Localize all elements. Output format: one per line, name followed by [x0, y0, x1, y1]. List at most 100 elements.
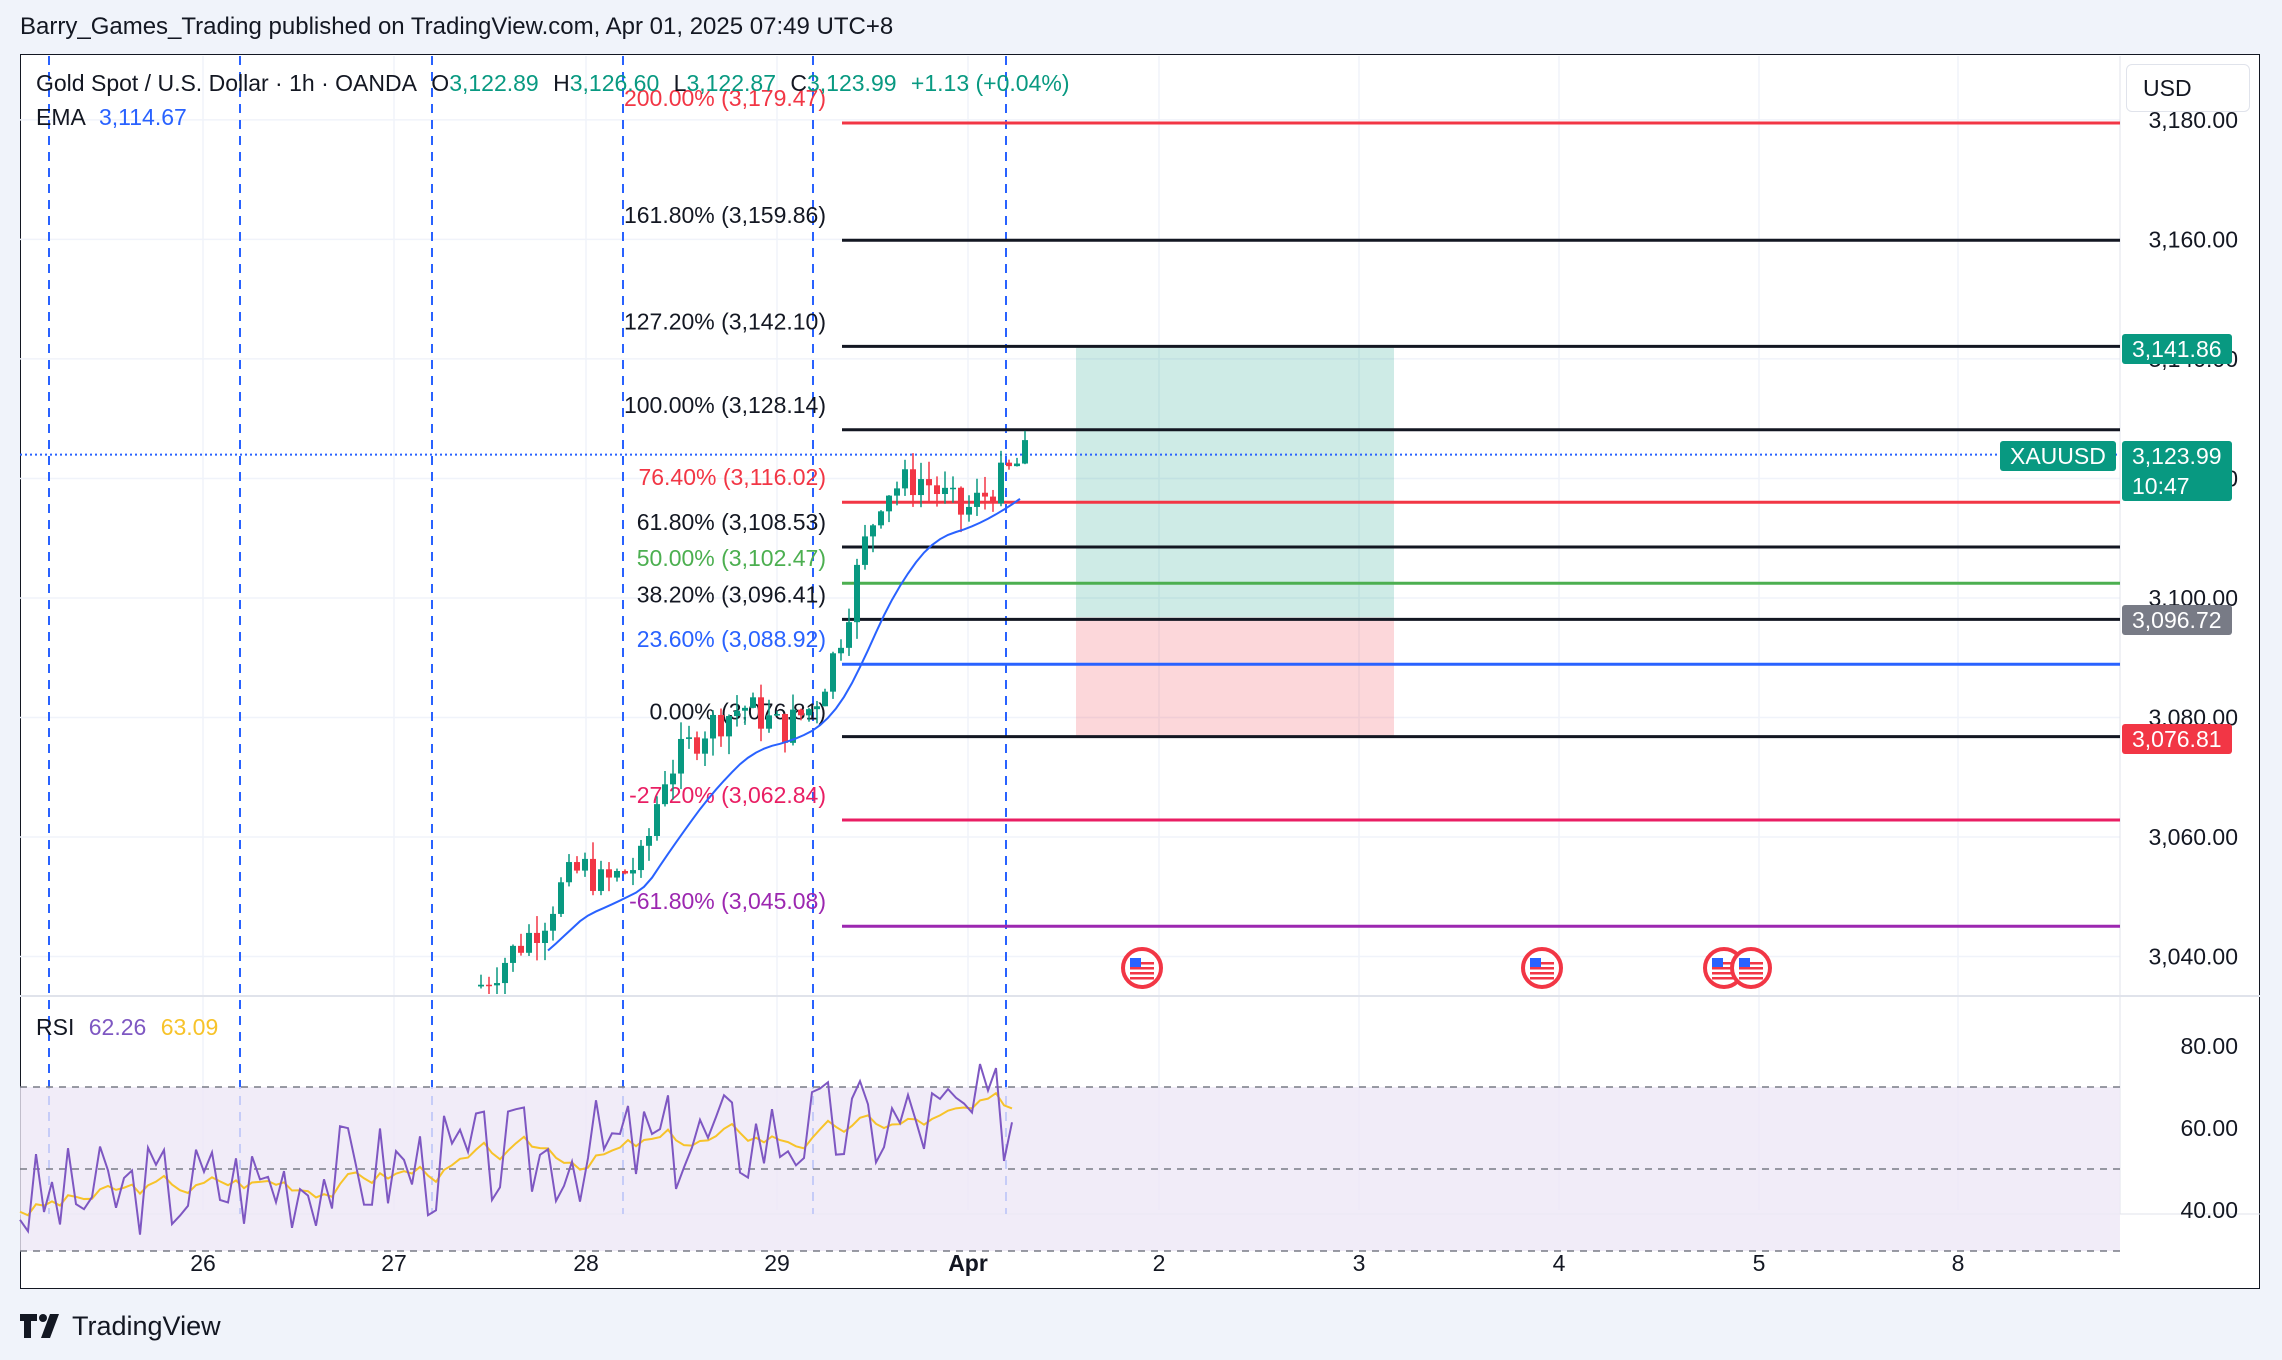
tradingview-logo-icon: [20, 1314, 59, 1338]
open-label: O: [431, 70, 450, 96]
fib-level-label: 200.00% (3,179.47): [624, 85, 826, 111]
candle-body: [854, 564, 860, 623]
flag-stripe: [1130, 962, 1154, 965]
flag-stripe: [1130, 967, 1154, 970]
candle-body: [1014, 463, 1020, 467]
candle-body: [478, 984, 484, 987]
candle-body: [982, 492, 988, 497]
time-axis-label: 8: [1952, 1250, 1965, 1276]
close-value: 3,123.99: [807, 70, 897, 96]
candle-body: [814, 706, 820, 710]
stop-price-tag: 3,076.81: [2122, 724, 2232, 754]
us-event-flag-icon[interactable]: [1121, 947, 1163, 989]
rsi-legend[interactable]: RSI 62.26 63.09: [36, 1014, 218, 1041]
candle-body: [774, 714, 780, 716]
candle-body: [926, 479, 932, 486]
rsi-label: RSI: [36, 1014, 75, 1040]
candle-body: [758, 697, 764, 729]
flag-stripe: [1130, 977, 1154, 980]
candle-body: [590, 858, 596, 891]
flag-stripe: [1712, 967, 1736, 970]
flag-stripe: [1739, 972, 1763, 975]
ema-value: 3,114.67: [98, 104, 187, 130]
candle-body: [942, 487, 948, 495]
candle-body: [902, 469, 908, 489]
candle-body: [622, 870, 628, 874]
flag-stripe: [1712, 972, 1736, 975]
profit-zone: [1076, 347, 1394, 618]
candle-body: [558, 882, 564, 914]
candle-body: [846, 622, 852, 648]
candle-body: [726, 716, 732, 737]
candle-body: [862, 536, 868, 565]
change-value: +1.13 (+0.04%): [910, 70, 1070, 96]
symbol-name[interactable]: Gold Spot / U.S. Dollar · 1h · OANDA: [36, 70, 417, 96]
candle-body: [782, 714, 788, 743]
candle-body: [614, 870, 620, 878]
price-axis-label: 3,040.00: [2148, 944, 2238, 970]
currency-button[interactable]: USD: [2126, 64, 2250, 112]
candle-body: [542, 930, 548, 943]
us-event-flag-icon[interactable]: [1521, 947, 1563, 989]
close-label: C: [790, 70, 807, 96]
candle-body: [790, 709, 796, 743]
bar-countdown: 10:47: [2132, 473, 2190, 499]
fib-extension-tool: 200.00% (3,179.47) 161.80% (3,159.86) 127.…: [20, 85, 2120, 928]
flag-stripe: [1530, 977, 1554, 980]
low-value: 3,122.87: [686, 70, 776, 96]
candle-body: [958, 487, 964, 515]
attribution-bar: Barry_Games_Trading published on Trading…: [0, 0, 2282, 54]
open-value: 3,122.89: [449, 70, 539, 96]
flag-canton: [1739, 958, 1750, 967]
flag-stripe: [1530, 972, 1554, 975]
flag-stripe: [1712, 977, 1736, 980]
ema-label: EMA: [36, 104, 85, 130]
fib-level-label: -27.20% (3,062.84): [629, 782, 826, 808]
candle-body: [526, 932, 532, 953]
candle-body: [678, 738, 684, 774]
candle-body: [1006, 462, 1012, 467]
ema-line: [547, 498, 1021, 952]
target-price-tag: 3,141.86: [2122, 334, 2232, 364]
candle-body: [766, 715, 772, 729]
ema-legend[interactable]: EMA 3,114.67: [36, 104, 187, 131]
fib-level-label: 127.20% (3,142.10): [624, 308, 826, 334]
time-axis-label: 29: [764, 1250, 790, 1276]
candle-body: [510, 945, 516, 963]
candle-body: [494, 983, 500, 986]
candle-body: [1022, 440, 1028, 464]
price-axis-label: 3,060.00: [2148, 824, 2238, 850]
fib-level-label: 61.80% (3,108.53): [637, 509, 826, 535]
flag-stripe: [1739, 977, 1763, 980]
flag-stripe: [1739, 962, 1763, 965]
time-axis-label: 4: [1553, 1250, 1566, 1276]
candle-body: [670, 773, 676, 785]
high-value: 3,126.60: [569, 70, 660, 96]
time-axis-label: 5: [1753, 1250, 1766, 1276]
time-axis-label: 27: [381, 1250, 407, 1276]
flag-stripe: [1739, 967, 1763, 970]
fib-level-label: 50.00% (3,102.47): [637, 545, 826, 571]
long-position-tool: [1076, 347, 1394, 737]
candle-body: [502, 962, 508, 984]
symbol-tag: XAUUSD: [2000, 441, 2116, 471]
candle-body: [574, 862, 580, 871]
candle-body: [598, 869, 604, 891]
time-axis-label: 26: [190, 1250, 216, 1276]
candle-body: [518, 945, 524, 953]
rsi-line: [19, 1063, 1013, 1235]
tradingview-logo[interactable]: TradingView: [20, 1308, 221, 1344]
rsi-pane: [19, 1063, 2120, 1252]
candle-body: [734, 710, 740, 717]
candle-body: [934, 485, 940, 495]
us-event-flag-icon[interactable]: [1730, 947, 1772, 989]
candle-body: [798, 709, 804, 716]
last-price-value: 3,123.99: [2132, 443, 2222, 469]
tradingview-brand: TradingView: [72, 1310, 221, 1341]
candle-body: [870, 525, 876, 537]
time-axis-label: 2: [1153, 1250, 1166, 1276]
candle-body: [662, 784, 668, 805]
candle-body: [534, 932, 540, 943]
flag-canton: [1712, 958, 1723, 967]
